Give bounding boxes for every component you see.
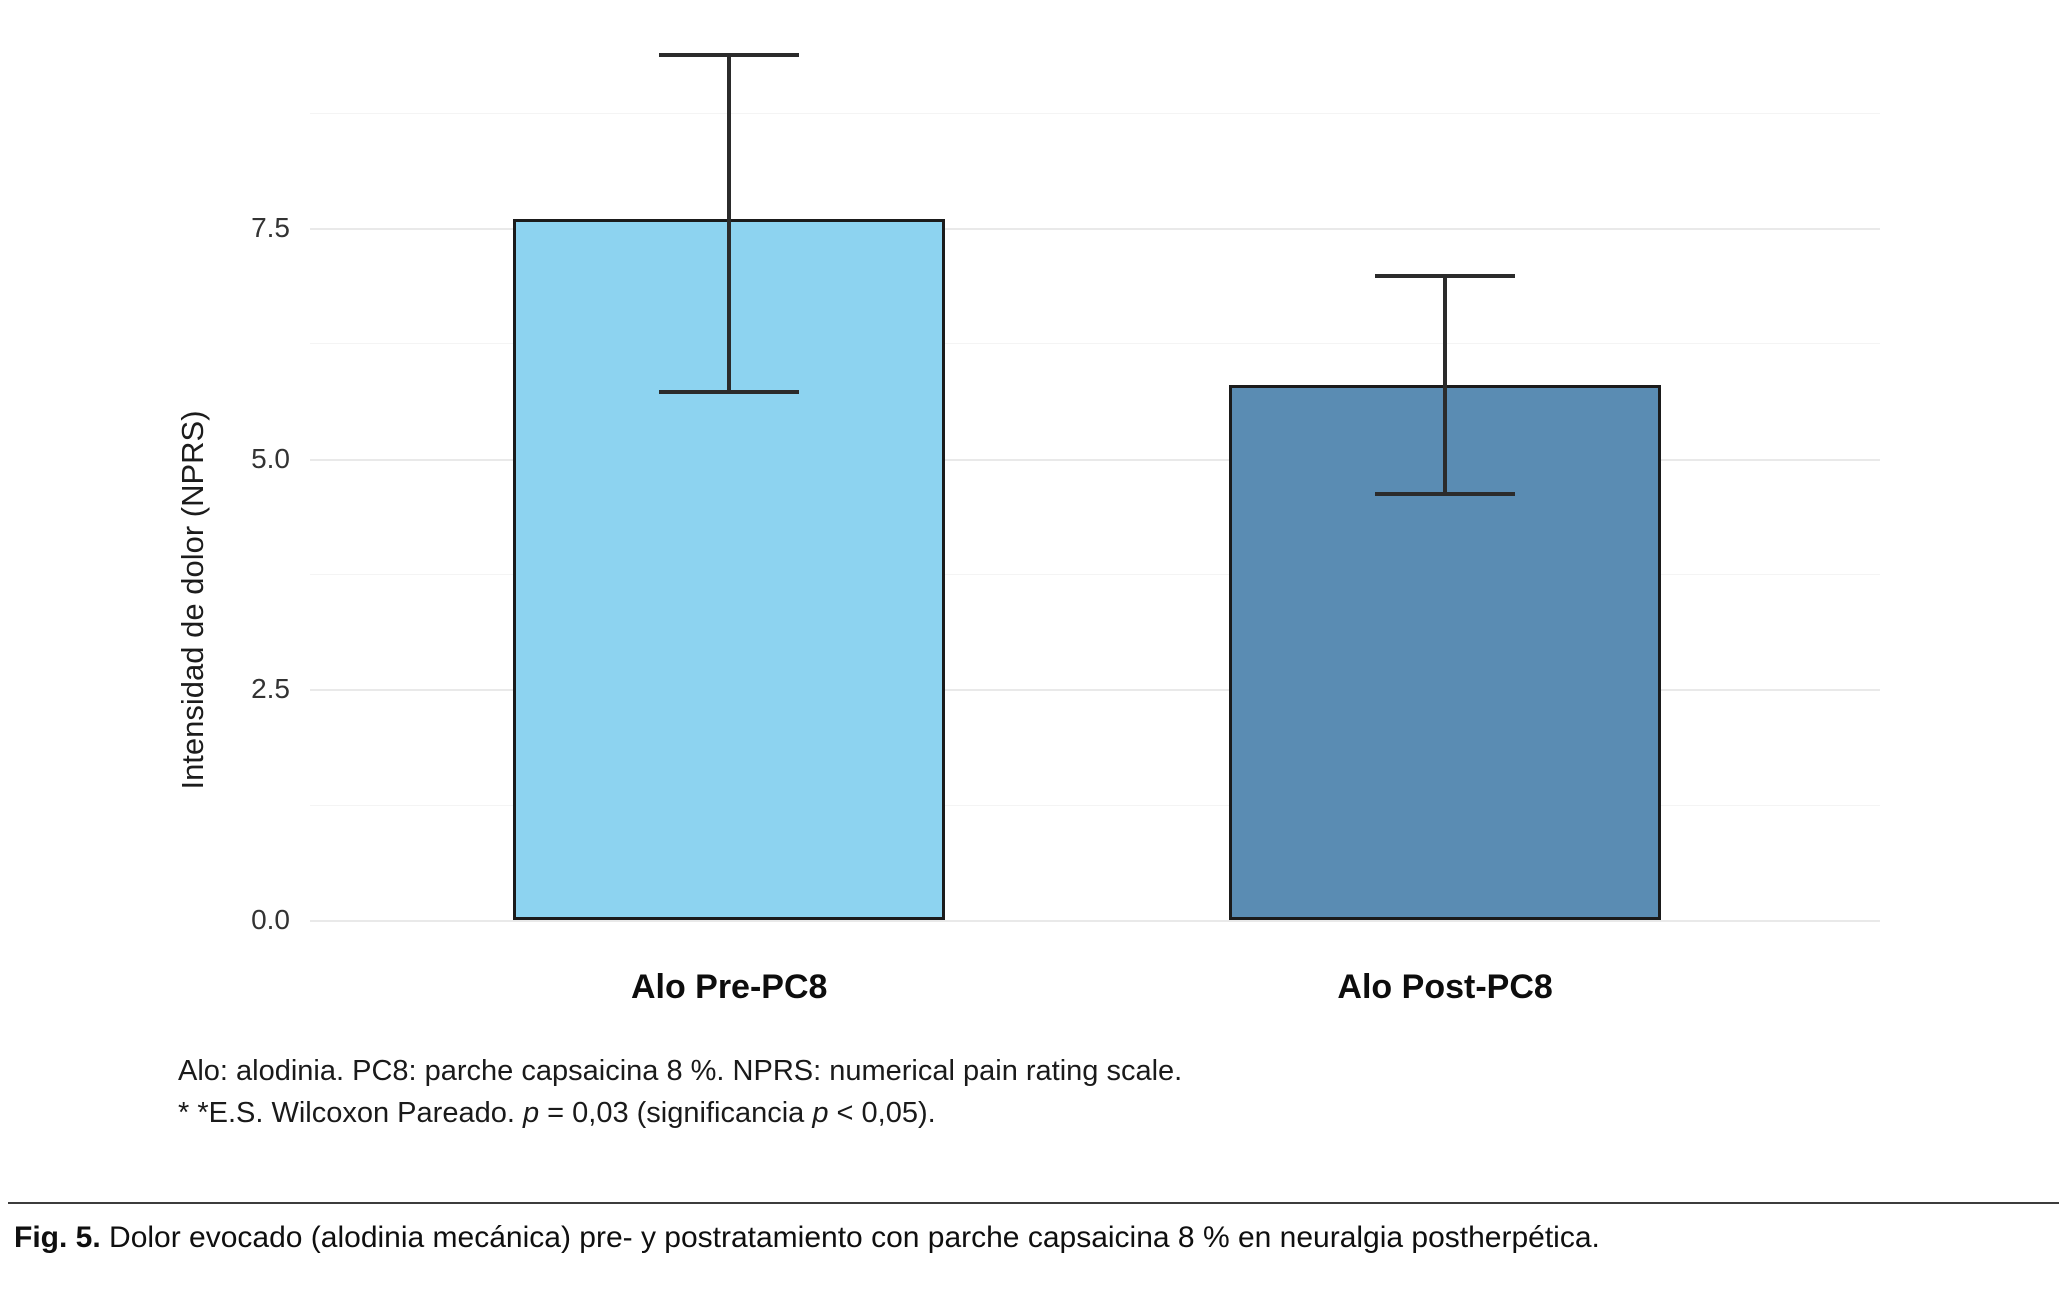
footnote-p-symbol-2: p bbox=[812, 1097, 829, 1130]
gridline-major bbox=[310, 228, 1880, 231]
y-tick-label: 0.0 bbox=[251, 904, 290, 935]
footnote-stat-text-2: = 0,03 (significancia bbox=[539, 1097, 813, 1130]
error-bar-line bbox=[727, 52, 732, 395]
x-axis-label: Alo Pre-PC8 bbox=[630, 968, 828, 1006]
footnote-statistics: * *E.S. Wilcoxon Pareado. p = 0,03 (sign… bbox=[178, 1092, 1182, 1134]
footnote-stat-text-1: * *E.S. Wilcoxon Pareado. bbox=[178, 1097, 523, 1130]
gridline-minor bbox=[310, 343, 1880, 345]
error-bar-line bbox=[1443, 274, 1448, 496]
y-tick-label: 2.5 bbox=[251, 673, 290, 705]
figure-caption: Fig. 5. Dolor evocado (alodinia mecánica… bbox=[14, 1218, 2049, 1257]
footnote-stat-text-3: < 0,05). bbox=[828, 1097, 936, 1130]
error-bar-cap-upper bbox=[659, 52, 800, 57]
caption-divider bbox=[8, 1202, 2059, 1204]
caption-text: Dolor evocado (alodinia mecánica) pre- y… bbox=[100, 1221, 1600, 1254]
footnote-p-symbol-1: p bbox=[522, 1097, 540, 1130]
gridline-minor bbox=[310, 574, 1880, 576]
error-bar-cap-lower bbox=[659, 390, 800, 395]
y-tick-label: 7.5 bbox=[251, 212, 290, 244]
gridline-major bbox=[310, 458, 1880, 461]
gridline-major bbox=[310, 689, 1880, 692]
gridline-major bbox=[310, 920, 1880, 922]
gridline-minor bbox=[310, 804, 1880, 806]
footnote-abbreviations: Alo: alodinia. PC8: parche capsaicina 8 … bbox=[178, 1055, 1183, 1087]
error-bar-cap-lower bbox=[1375, 491, 1516, 496]
y-tick-label: 5.0 bbox=[251, 442, 290, 474]
error-bar-cap-upper bbox=[1375, 274, 1516, 279]
figure-number: Fig. 5. bbox=[14, 1221, 101, 1254]
gridline-minor bbox=[310, 112, 1880, 114]
footnotes: Alo: alodinia. PC8: parche capsaicina 8 … bbox=[178, 1050, 1182, 1134]
x-axis-label: Alo Post-PC8 bbox=[1337, 968, 1553, 1006]
